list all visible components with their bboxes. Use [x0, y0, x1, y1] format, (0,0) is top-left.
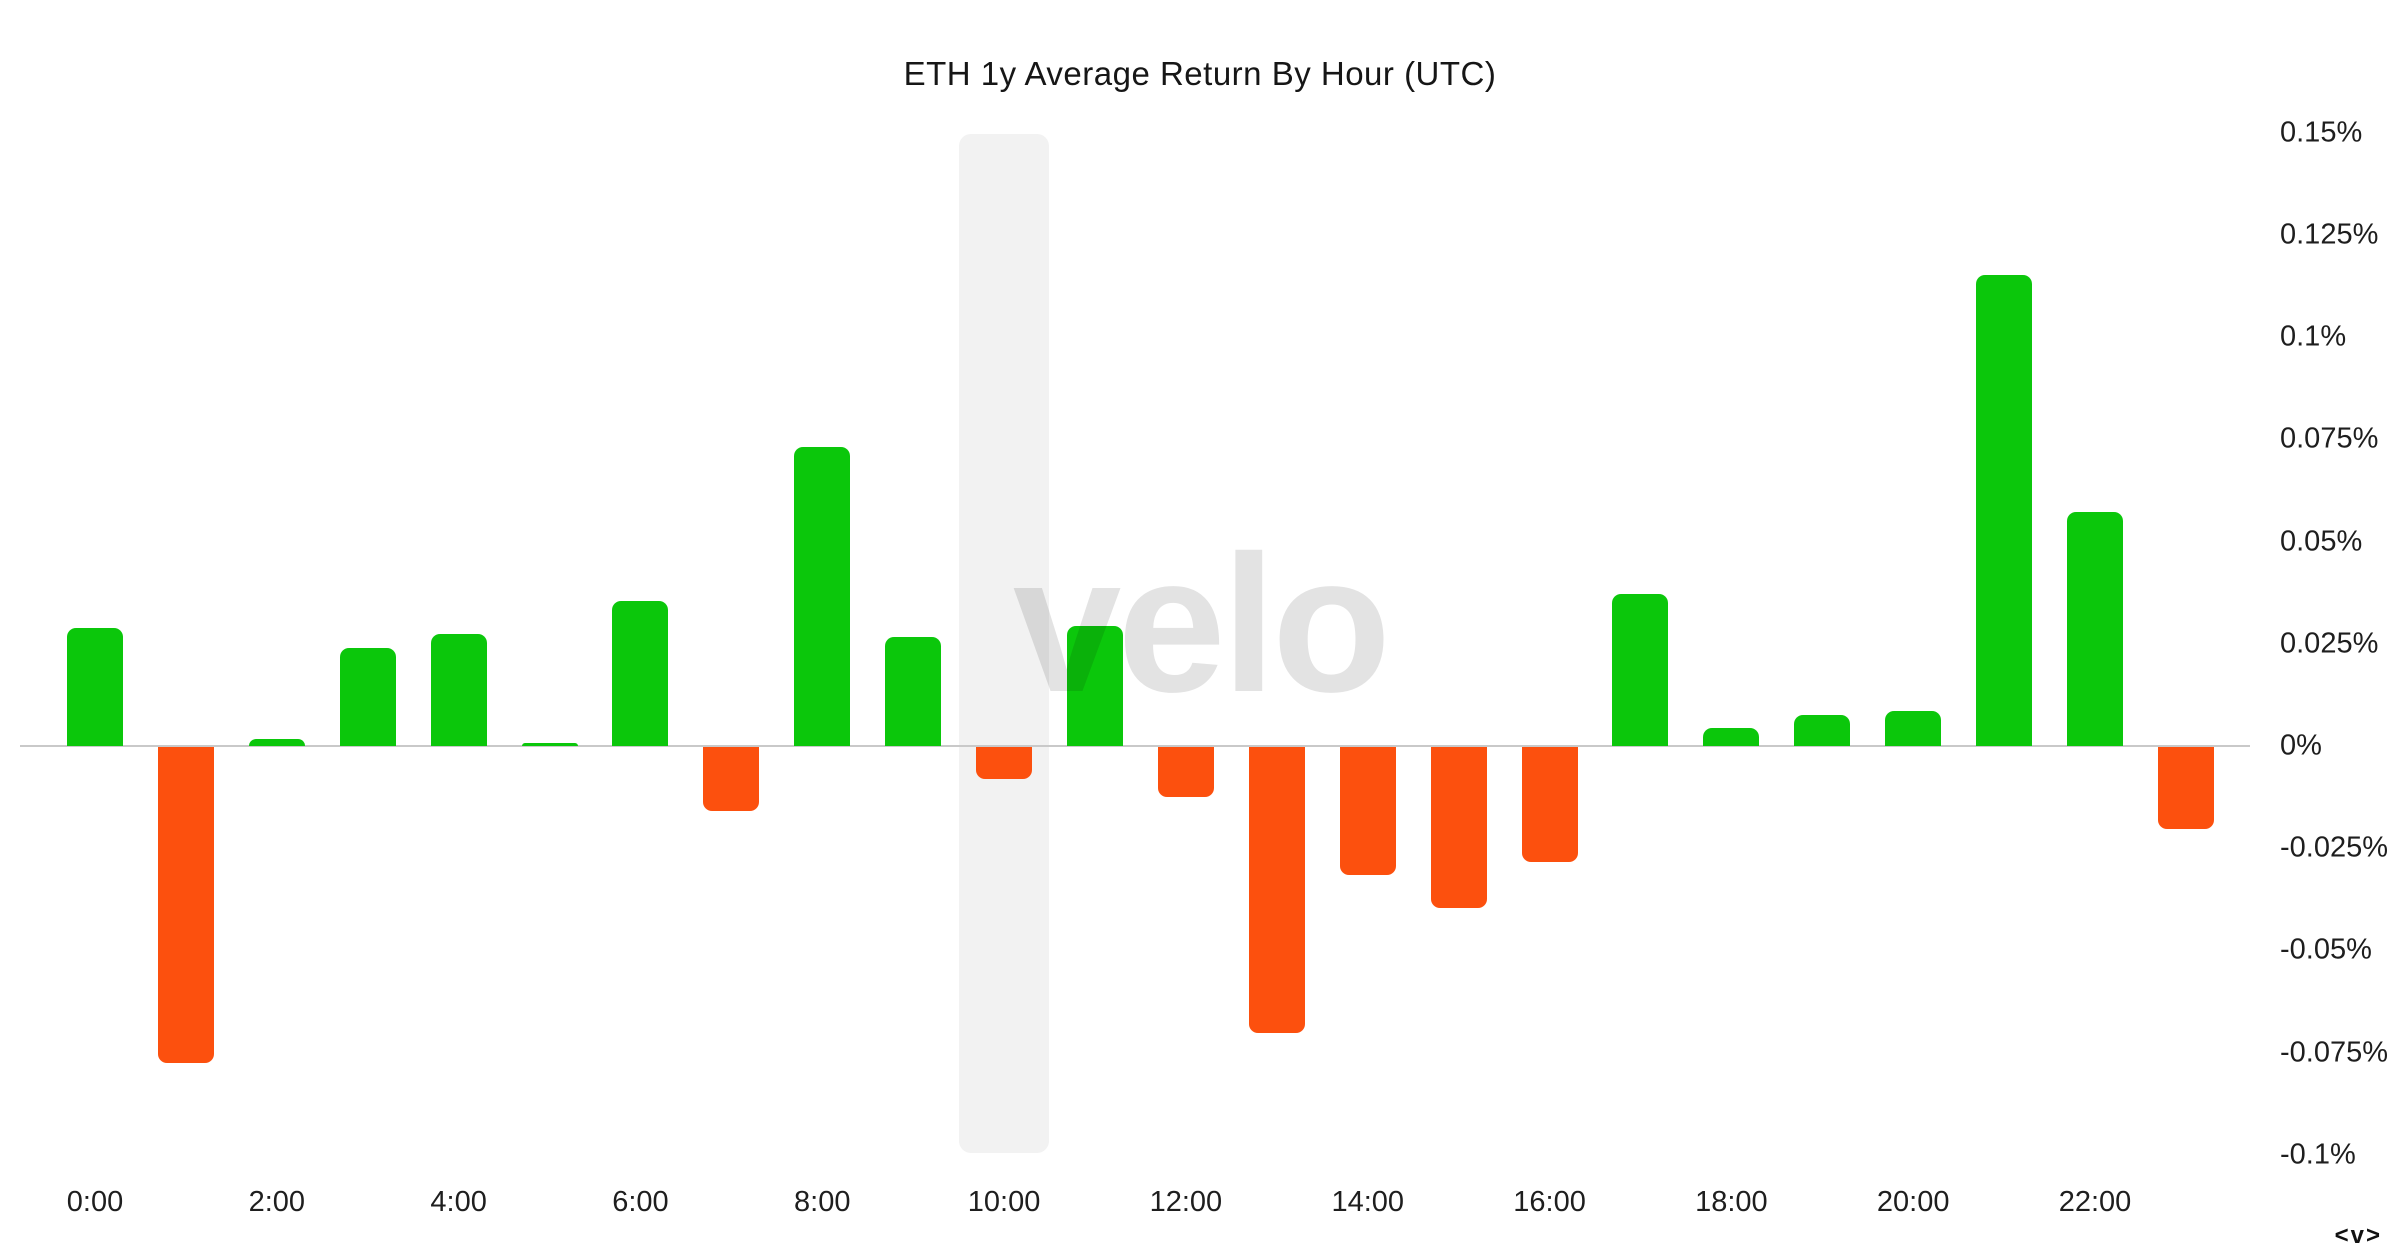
- bar-hour-13[interactable]: [1248, 747, 1305, 1034]
- bar-hour-1[interactable]: [157, 747, 214, 1063]
- y-tick-label-0.125: 0.125%: [2280, 218, 2379, 251]
- bar-hour-2[interactable]: [248, 739, 305, 746]
- y-tick-label--0.075: -0.075%: [2280, 1036, 2389, 1069]
- y-tick-label-0.025: 0.025%: [2280, 627, 2379, 660]
- chart-title: ETH 1y Average Return By Hour (UTC): [903, 55, 1497, 92]
- x-tick-label-1000: 10:00: [967, 1186, 1041, 1218]
- bar-hour-8[interactable]: [794, 446, 851, 746]
- bar-hour-11[interactable]: [1067, 625, 1123, 746]
- bar-hour-22[interactable]: [2067, 512, 2124, 746]
- y-tick-label-0.15: 0.15%: [2280, 116, 2363, 149]
- bar-hour-5[interactable]: [521, 743, 578, 746]
- y-tick-label-0.1: 0.1%: [2280, 320, 2347, 353]
- bar-hour-12[interactable]: [1157, 747, 1214, 797]
- zero-axis-line: [20, 745, 2250, 747]
- x-tick-label-1400: 14:00: [1331, 1186, 1405, 1218]
- bar-hour-19[interactable]: [1794, 714, 1851, 746]
- x-tick-label-800: 8:00: [794, 1186, 851, 1218]
- bar-hour-21[interactable]: [1976, 275, 2033, 746]
- bar-hour-20[interactable]: [1885, 710, 1942, 746]
- bar-hour-14[interactable]: [1339, 747, 1396, 875]
- x-tick-label-1200: 12:00: [1149, 1186, 1223, 1218]
- bar-hour-7[interactable]: [703, 747, 760, 812]
- bar-hour-9[interactable]: [885, 636, 942, 746]
- bar-hour-15[interactable]: [1430, 747, 1487, 909]
- bar-hour-18[interactable]: [1703, 728, 1760, 746]
- x-tick-label-400: 4:00: [430, 1186, 487, 1218]
- y-tick-label--0.05: -0.05%: [2280, 933, 2372, 966]
- bar-hour-3[interactable]: [339, 647, 396, 746]
- bar-hour-23[interactable]: [2157, 747, 2214, 830]
- y-tick-label-0.075: 0.075%: [2280, 422, 2379, 455]
- bar-hour-0[interactable]: [67, 627, 123, 746]
- x-tick-label-600: 6:00: [612, 1186, 669, 1218]
- velo-logo-mark: <v>: [2334, 1222, 2382, 1249]
- bar-hour-6[interactable]: [612, 600, 669, 746]
- highlight-band-hour-10: [959, 134, 1050, 1153]
- y-tick-label-0.05: 0.05%: [2280, 525, 2363, 558]
- x-tick-label-200: 2:00: [248, 1186, 306, 1218]
- x-tick-label-1600: 16:00: [1513, 1186, 1586, 1218]
- bar-hour-10[interactable]: [976, 747, 1033, 779]
- bar-hour-16[interactable]: [1521, 747, 1578, 862]
- x-tick-label-2000: 20:00: [1876, 1186, 1950, 1218]
- y-tick-label-0: 0%: [2280, 729, 2322, 762]
- bar-hour-4[interactable]: [430, 633, 487, 746]
- y-tick-label--0.1: -0.1%: [2280, 1138, 2356, 1171]
- x-tick-label-2200: 22:00: [2058, 1186, 2132, 1218]
- y-tick-label--0.025: -0.025%: [2280, 831, 2389, 864]
- x-tick-label-000: 0:00: [66, 1186, 124, 1218]
- bar-hour-17[interactable]: [1612, 593, 1669, 746]
- x-tick-label-1800: 18:00: [1695, 1186, 1768, 1218]
